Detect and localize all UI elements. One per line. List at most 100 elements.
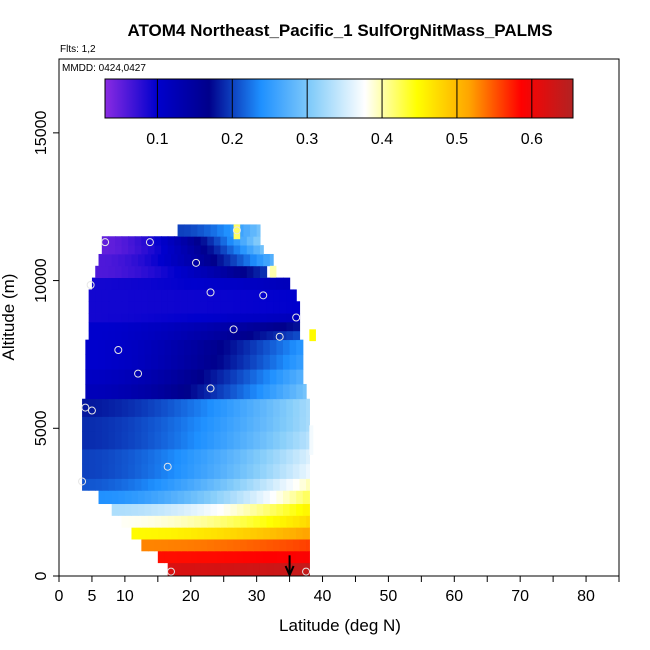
heatmap-cell	[276, 277, 284, 290]
heatmap-cell	[253, 463, 261, 479]
heatmap-cell	[233, 301, 241, 314]
x-tick-label: 5	[87, 588, 96, 605]
heatmap-cell	[167, 478, 175, 491]
heatmap-cell	[253, 330, 261, 341]
heatmap-cell	[105, 253, 113, 267]
x-tick-label: 30	[248, 588, 266, 605]
heatmap-cell	[128, 478, 136, 491]
heatmap-cell	[95, 321, 103, 332]
heatmap-cell	[279, 515, 287, 528]
heatmap-cell	[246, 562, 254, 577]
heatmap-cell	[171, 277, 179, 290]
heatmap-cell	[194, 431, 202, 450]
heatmap-cell	[236, 503, 245, 516]
heatmap-cell	[207, 463, 215, 479]
heatmap-cell	[200, 431, 208, 450]
heatmap-cell	[118, 503, 126, 516]
heatmap-cell	[115, 245, 123, 255]
heatmap-cell	[309, 329, 316, 342]
heatmap-cell	[227, 463, 235, 479]
heatmap-cell	[177, 490, 185, 505]
heatmap-cell	[240, 265, 248, 279]
heatmap-cell	[240, 448, 248, 465]
heatmap-cell	[157, 339, 166, 355]
heatmap-cell	[101, 431, 110, 450]
heatmap-cell	[200, 330, 208, 341]
heatmap-cell	[164, 550, 172, 564]
heatmap-cell	[213, 313, 222, 323]
heatmap-cell	[236, 527, 245, 540]
heatmap-cell	[233, 224, 241, 240]
heatmap-cell	[299, 478, 307, 491]
heatmap-cell	[118, 253, 126, 267]
heatmap-cell	[240, 416, 248, 432]
heatmap-cell	[289, 383, 297, 400]
heatmap-cell	[174, 236, 182, 246]
heatmap-cell	[118, 339, 126, 355]
colorbar-tick-label: 0.4	[371, 131, 393, 148]
heatmap-cell	[138, 503, 146, 516]
heatmap-cell	[292, 448, 301, 465]
heatmap-cell	[180, 236, 189, 246]
heatmap-cell	[273, 301, 281, 314]
heatmap-cell	[108, 398, 116, 417]
heatmap-cell	[151, 490, 159, 505]
heatmap-cell	[82, 478, 90, 491]
heatmap-cell	[263, 527, 271, 540]
heatmap-cell	[289, 354, 297, 370]
heatmap-cell	[197, 527, 205, 540]
heatmap-cell	[101, 265, 110, 279]
heatmap-cell	[223, 253, 231, 267]
heatmap-cell	[233, 398, 241, 417]
heatmap-cell	[276, 550, 284, 564]
heatmap-cell	[256, 550, 264, 564]
heatmap-cell	[306, 431, 310, 450]
heatmap-cell	[151, 503, 159, 516]
heatmap-cell	[286, 416, 294, 432]
heatmap-cell	[115, 236, 123, 246]
heatmap-cell	[283, 503, 291, 516]
heatmap-cell	[174, 539, 182, 552]
heatmap-cell	[213, 330, 222, 341]
heatmap-cell	[105, 339, 113, 355]
heatmap-cell	[207, 398, 215, 417]
heatmap-cell	[121, 515, 129, 528]
heatmap-cell	[194, 330, 202, 341]
heatmap-cell	[292, 478, 301, 491]
heatmap-cell	[220, 539, 228, 552]
heatmap-cell	[101, 301, 110, 314]
heatmap-cell	[240, 431, 248, 450]
heatmap-cell	[289, 527, 297, 540]
heatmap-cell	[227, 562, 235, 577]
heatmap-cell	[292, 515, 301, 528]
sample-point	[114, 345, 123, 354]
heatmap-cell	[161, 265, 169, 279]
heatmap-cell	[223, 527, 231, 540]
heatmap-cell	[98, 253, 106, 267]
heatmap-cell	[177, 550, 185, 564]
heatmap-cell	[266, 539, 274, 552]
heatmap-cell	[233, 313, 241, 323]
heatmap-cell	[118, 277, 126, 290]
heatmap-cell	[220, 265, 228, 279]
heatmap-cell	[266, 448, 274, 465]
heatmap-cell	[138, 253, 146, 267]
heatmap-cell	[296, 527, 304, 540]
heatmap-cell	[161, 416, 169, 432]
heatmap-cell	[108, 313, 116, 323]
heatmap-cell	[187, 398, 195, 417]
heatmap-cell	[220, 236, 228, 246]
heatmap-cell	[250, 224, 258, 237]
heatmap-cell	[217, 369, 225, 385]
heatmap-cell	[256, 277, 264, 290]
heatmap-cell	[279, 478, 287, 491]
heatmap-cell	[187, 539, 195, 552]
heatmap-cell	[283, 527, 291, 540]
heatmap-cell	[279, 398, 287, 417]
heatmap-cell	[220, 289, 228, 302]
heatmap-cell	[161, 289, 169, 302]
heatmap-cell	[121, 301, 129, 314]
heatmap-cell	[131, 339, 139, 355]
y-axis: 0 5000 10000 15000	[33, 111, 59, 580]
heatmap-cell	[246, 313, 254, 323]
